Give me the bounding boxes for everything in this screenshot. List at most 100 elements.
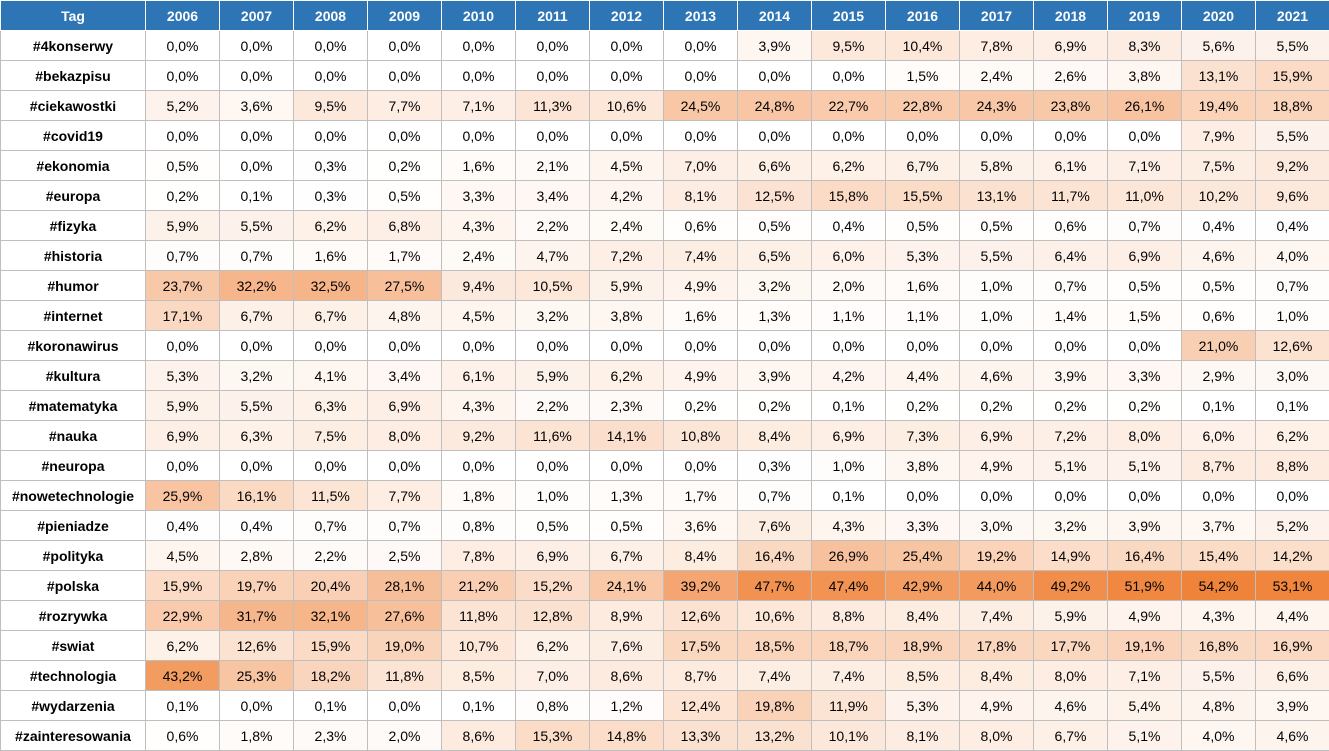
value-cell: 2,6% — [1033, 60, 1108, 91]
value-cell: 1,0% — [811, 450, 886, 481]
value-cell: 0,7% — [219, 240, 294, 271]
value-cell: 0,6% — [663, 210, 738, 241]
value-cell: 7,4% — [737, 660, 812, 691]
value-cell: 1,8% — [441, 480, 516, 511]
value-cell: 0,0% — [811, 330, 886, 361]
header-year: 2021 — [1255, 0, 1329, 31]
value-cell: 6,0% — [811, 240, 886, 271]
value-cell: 5,5% — [219, 210, 294, 241]
value-cell: 6,2% — [515, 630, 590, 661]
header-year: 2012 — [589, 0, 664, 31]
table-row: #polityka 4,5% 2,8% 2,2% 2,5% 7,8% 6,9% 6,7% 8,4… — [0, 540, 1329, 571]
value-cell: 14,9% — [1033, 540, 1108, 571]
value-cell: 19,4% — [1181, 90, 1256, 121]
value-cell: 0,0% — [293, 120, 368, 151]
value-cell: 7,5% — [1181, 150, 1256, 181]
header-tag: Tag — [0, 0, 146, 31]
value-cell: 0,0% — [663, 450, 738, 481]
value-cell: 7,8% — [441, 540, 516, 571]
value-cell: 0,0% — [1181, 480, 1256, 511]
value-cell: 6,9% — [1107, 240, 1182, 271]
value-cell: 4,5% — [145, 540, 220, 571]
value-cell: 3,8% — [589, 300, 664, 331]
value-cell: 10,4% — [885, 30, 960, 61]
value-cell: 5,2% — [1255, 510, 1329, 541]
value-cell: 14,1% — [589, 420, 664, 451]
value-cell: 0,5% — [959, 210, 1034, 241]
value-cell: 18,7% — [811, 630, 886, 661]
value-cell: 6,2% — [1255, 420, 1329, 451]
tag-cell: #polityka — [0, 540, 146, 571]
value-cell: 5,5% — [959, 240, 1034, 271]
tag-cell: #nauka — [0, 420, 146, 451]
value-cell: 5,1% — [1033, 450, 1108, 481]
value-cell: 0,1% — [811, 390, 886, 421]
value-cell: 27,6% — [367, 600, 442, 631]
value-cell: 5,5% — [1255, 30, 1329, 61]
value-cell: 8,8% — [1255, 450, 1329, 481]
value-cell: 6,2% — [811, 150, 886, 181]
value-cell: 2,1% — [515, 150, 590, 181]
value-cell: 7,6% — [737, 510, 812, 541]
value-cell: 1,7% — [367, 240, 442, 271]
value-cell: 0,7% — [145, 240, 220, 271]
value-cell: 7,4% — [959, 600, 1034, 631]
value-cell: 16,8% — [1181, 630, 1256, 661]
value-cell: 0,0% — [1107, 480, 1182, 511]
value-cell: 6,2% — [589, 360, 664, 391]
value-cell: 15,9% — [293, 630, 368, 661]
value-cell: 3,0% — [959, 510, 1034, 541]
value-cell: 2,8% — [219, 540, 294, 571]
value-cell: 1,2% — [589, 690, 664, 721]
value-cell: 3,9% — [1255, 690, 1329, 721]
value-cell: 5,9% — [515, 360, 590, 391]
value-cell: 4,8% — [367, 300, 442, 331]
header-year: 2009 — [367, 0, 442, 31]
value-cell: 7,1% — [441, 90, 516, 121]
value-cell: 6,6% — [1255, 660, 1329, 691]
value-cell: 10,6% — [589, 90, 664, 121]
value-cell: 5,2% — [145, 90, 220, 121]
value-cell: 0,4% — [145, 510, 220, 541]
value-cell: 0,5% — [885, 210, 960, 241]
value-cell: 11,7% — [1033, 180, 1108, 211]
value-cell: 15,9% — [145, 570, 220, 601]
value-cell: 19,2% — [959, 540, 1034, 571]
table-row: #neuropa 0,0% 0,0% 0,0% 0,0% 0,0% 0,0% 0,0% 0,0%… — [0, 450, 1329, 481]
value-cell: 13,1% — [959, 180, 1034, 211]
value-cell: 0,0% — [811, 120, 886, 151]
value-cell: 6,8% — [367, 210, 442, 241]
value-cell: 9,6% — [1255, 180, 1329, 211]
value-cell: 4,6% — [1033, 690, 1108, 721]
value-cell: 13,2% — [737, 720, 812, 751]
value-cell: 5,1% — [1107, 450, 1182, 481]
value-cell: 0,3% — [737, 450, 812, 481]
value-cell: 4,9% — [959, 450, 1034, 481]
value-cell: 12,8% — [515, 600, 590, 631]
value-cell: 16,4% — [737, 540, 812, 571]
value-cell: 7,3% — [885, 420, 960, 451]
value-cell: 22,7% — [811, 90, 886, 121]
value-cell: 0,0% — [219, 330, 294, 361]
value-cell: 1,8% — [219, 720, 294, 751]
value-cell: 0,0% — [367, 30, 442, 61]
value-cell: 17,8% — [959, 630, 1034, 661]
value-cell: 18,8% — [1255, 90, 1329, 121]
tag-cell: #fizyka — [0, 210, 146, 241]
value-cell: 11,3% — [515, 90, 590, 121]
value-cell: 8,1% — [663, 180, 738, 211]
value-cell: 0,1% — [1181, 390, 1256, 421]
value-cell: 2,3% — [293, 720, 368, 751]
value-cell: 0,0% — [293, 30, 368, 61]
header-year: 2013 — [663, 0, 738, 31]
value-cell: 0,2% — [663, 390, 738, 421]
value-cell: 3,9% — [1107, 510, 1182, 541]
value-cell: 26,9% — [811, 540, 886, 571]
value-cell: 7,7% — [367, 90, 442, 121]
value-cell: 17,5% — [663, 630, 738, 661]
value-cell: 0,0% — [589, 30, 664, 61]
table-row: #matematyka 5,9% 5,5% 6,3% 6,9% 4,3% 2,2% 2,3% 0… — [0, 390, 1329, 421]
value-cell: 8,1% — [885, 720, 960, 751]
value-cell: 12,5% — [737, 180, 812, 211]
